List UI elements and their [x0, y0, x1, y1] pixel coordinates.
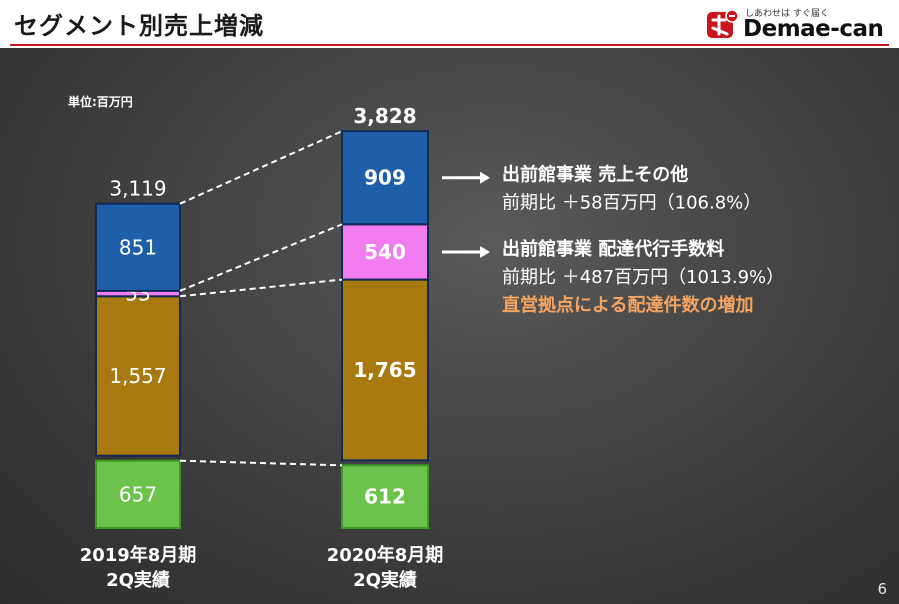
data-label: 909 — [364, 166, 406, 190]
page-number: 6 — [877, 580, 887, 598]
logo-tagline: しあわせは すぐ届く — [745, 9, 829, 19]
total-label: 3,119 — [109, 177, 166, 201]
header-divider — [10, 44, 889, 46]
bar-segment — [341, 223, 429, 281]
connector-line — [179, 459, 343, 467]
connector-line — [179, 130, 343, 205]
annotation-detail: 前期比 ＋487百万円（1013.9%） — [502, 267, 784, 288]
data-label: 1,557 — [109, 364, 166, 388]
annotation-title: 出前館事業 配達代行手数料 — [502, 238, 724, 260]
data-label: 540 — [364, 240, 406, 264]
category-label: 2Q実績 — [353, 569, 417, 591]
data-label: 1,765 — [353, 358, 416, 382]
slide-header: セグメント別売上増減 しあわせは すぐ届く Demae-can — [0, 0, 899, 48]
connector-line — [179, 223, 343, 292]
data-label: 851 — [119, 235, 157, 259]
bar-segment — [95, 202, 181, 292]
segment-sales-chart: 単位:百万円6571,557538513,1192019年8月期2Q実績6121… — [68, 94, 784, 591]
total-label: 3,828 — [353, 104, 416, 128]
bar-segment — [341, 464, 429, 530]
bar-segment — [341, 130, 429, 226]
arrow-icon — [480, 245, 490, 258]
annotation-title: 出前館事業 売上その他 — [502, 164, 688, 186]
demae-can-logo: しあわせは すぐ届く Demae-can — [705, 6, 885, 42]
demae-can-logo-icon — [707, 9, 739, 38]
category-label: 2Q実績 — [106, 569, 170, 591]
annotation-detail: 前期比 ＋58百万円（106.8%） — [502, 193, 761, 214]
bar-segment — [341, 278, 429, 462]
annotation-note: 直営拠点による配達件数の増加 — [502, 294, 753, 316]
category-label: 2019年8月期 — [80, 544, 197, 566]
page-title: セグメント別売上増減 — [14, 12, 264, 40]
connector-line — [179, 278, 343, 298]
bar-segment — [95, 459, 181, 530]
data-label: 657 — [119, 482, 157, 506]
data-label: 612 — [364, 485, 406, 509]
arrow-icon — [480, 171, 490, 184]
slide-body: 単位:百万円 657 1,557 53 851 3,119 2019年8月期 2Q実績 612 1… — [0, 48, 899, 604]
logo-wordmark: Demae-can — [743, 16, 884, 42]
category-label: 2020年8月期 — [327, 544, 444, 566]
bar-segment — [95, 295, 181, 457]
unit-label: 単位:百万円 — [68, 94, 133, 109]
